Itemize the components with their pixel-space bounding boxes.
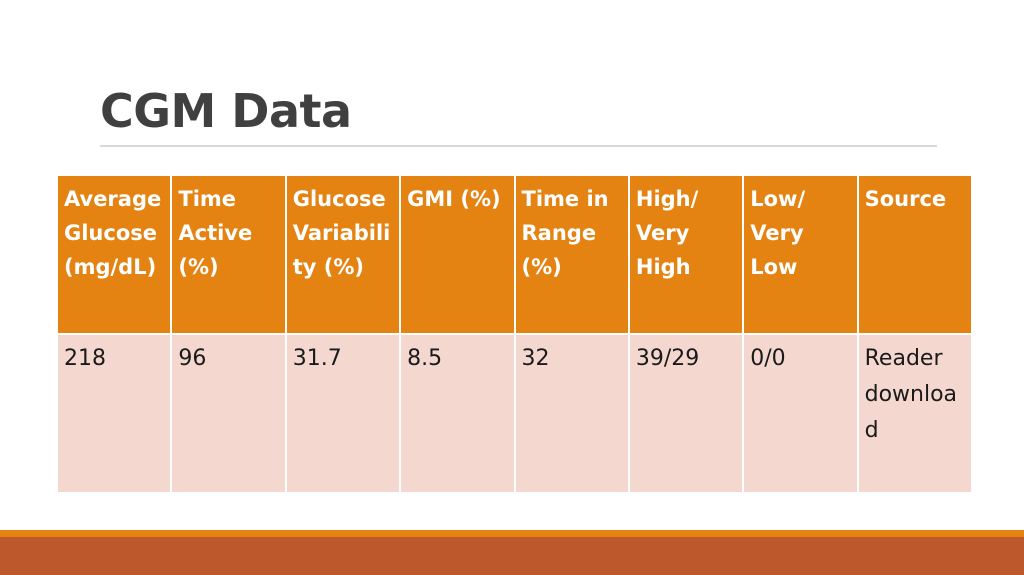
header-cell: Average Glucose (mg/dL) — [55, 174, 173, 335]
table-row: 218 96 31.7 8.5 32 39/29 0/0 Reader download — [55, 333, 974, 494]
header-cell: Low/ Very Low — [742, 174, 859, 335]
header-cell: GMI (%) — [399, 174, 516, 335]
footer-stripe — [0, 530, 1024, 537]
table-cell: 8.5 — [399, 333, 516, 494]
table-cell: 218 — [55, 333, 173, 494]
header-cell: Time Active (%) — [170, 174, 287, 335]
table-cell: 39/29 — [627, 333, 745, 494]
data-table: Average Glucose (mg/dL) Time Active (%) Gl… — [55, 174, 974, 494]
header-cell: Time in Range (%) — [513, 174, 630, 335]
header-cell: Glucose Variability (%) — [284, 174, 402, 335]
slide-title: CGM Data — [100, 84, 352, 138]
table-cell: 32 — [513, 333, 630, 494]
footer-bar — [0, 537, 1024, 575]
table-cell: 0/0 — [742, 333, 859, 494]
header-cell: Source — [856, 174, 974, 335]
header-row: Average Glucose (mg/dL) Time Active (%) Gl… — [55, 174, 974, 335]
table-cell: Reader download — [856, 333, 974, 494]
header-cell: High/ Very High — [627, 174, 745, 335]
table-cell: 31.7 — [284, 333, 402, 494]
table-body: 218 96 31.7 8.5 32 39/29 0/0 Reader download — [55, 333, 974, 494]
table-cell: 96 — [170, 333, 287, 494]
title-rule — [100, 145, 937, 147]
